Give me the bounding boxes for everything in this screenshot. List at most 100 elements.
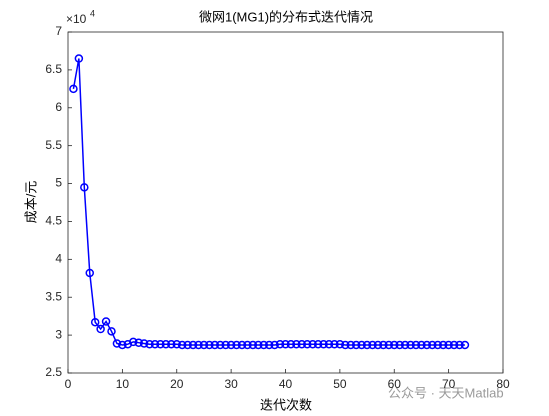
data-point [270, 340, 279, 350]
data-point [275, 339, 285, 349]
data-point [259, 340, 268, 350]
data-point [96, 324, 105, 334]
data-point [368, 340, 377, 350]
data-point [188, 340, 198, 350]
axes-box [67, 31, 504, 374]
data-point [433, 340, 442, 350]
y-tick-label: 7 [55, 24, 62, 38]
y-tick-label: 6 [55, 100, 62, 114]
data-point [330, 339, 339, 349]
data-point [438, 340, 448, 350]
data-point [232, 340, 241, 350]
data-point [335, 339, 345, 349]
data-point [107, 327, 116, 336]
data-point [417, 340, 426, 350]
data-point [254, 340, 263, 350]
data-point [167, 339, 176, 349]
data-point [379, 340, 388, 350]
data-point [362, 340, 372, 350]
data-point [80, 183, 89, 192]
data-point [422, 340, 432, 350]
data-point [390, 340, 399, 350]
data-point [150, 339, 160, 349]
data-point [313, 339, 323, 349]
data-point [183, 340, 192, 350]
data-point [411, 340, 421, 350]
x-tick-label: 50 [333, 377, 347, 391]
x-axis-label: 迭代次数 [260, 397, 312, 412]
y-axis-label: 成本/元 [23, 181, 38, 224]
data-point [85, 268, 94, 278]
data-point [428, 340, 437, 350]
y-multiplier-exponent: 4 [90, 8, 95, 18]
data-point [112, 339, 122, 348]
data-point [351, 340, 361, 350]
data-point [406, 340, 415, 350]
data-point [199, 340, 209, 350]
x-tick-label: 60 [388, 377, 402, 391]
x-tick-label: 40 [279, 377, 293, 391]
chart-title: 微网1(MG1)的分布式迭代情况 [199, 9, 373, 24]
y-tick-label: 5.5 [45, 138, 62, 152]
data-point [129, 337, 138, 347]
data-point [357, 340, 366, 350]
data-point [90, 317, 100, 327]
data-point [177, 340, 187, 350]
data-point [210, 340, 220, 350]
data-point [286, 339, 296, 349]
data-point [308, 339, 317, 349]
data-point [303, 339, 312, 349]
series-line [72, 58, 465, 346]
y-tick-label: 4.5 [45, 214, 62, 228]
data-point [221, 340, 230, 350]
data-point [194, 340, 203, 350]
data-point [156, 339, 165, 349]
x-tick-label: 70 [442, 377, 456, 391]
data-point [74, 54, 84, 63]
data-point [264, 340, 274, 350]
data-point [395, 340, 404, 350]
data-point [292, 339, 301, 349]
x-tick-label: 10 [116, 377, 130, 391]
y-tick-label: 3.5 [45, 289, 62, 303]
y-tick-label: 5 [55, 176, 62, 190]
data-point [460, 340, 470, 350]
data-point [226, 340, 236, 350]
data-point [319, 339, 328, 349]
data-point [444, 340, 453, 350]
y-multiplier: ×10 [66, 12, 87, 26]
x-tick-label: 20 [170, 377, 184, 391]
data-point [69, 84, 78, 94]
data-point [297, 339, 307, 349]
data-point [205, 340, 214, 350]
data-point [281, 339, 290, 349]
data-point [118, 340, 127, 350]
data-point [139, 339, 149, 348]
y-tick-label: 4 [55, 252, 62, 266]
data-point [216, 340, 225, 350]
data-point [237, 340, 247, 350]
data-point [161, 339, 171, 349]
data-point [134, 338, 143, 347]
data-point [455, 340, 464, 350]
data-point [346, 340, 355, 350]
watermark: 公众号 · 天天Matlab [388, 385, 504, 400]
data-point [373, 340, 383, 350]
x-tick-label: 0 [65, 377, 72, 391]
data-point [384, 340, 394, 350]
data-point [172, 339, 181, 349]
x-tick-label: 80 [496, 377, 510, 391]
data-point [324, 339, 334, 349]
x-tick-label: 30 [224, 377, 238, 391]
data-point [341, 340, 350, 350]
y-tick-label: 2.5 [45, 365, 62, 379]
data-point [145, 339, 154, 349]
y-tick-label: 6.5 [45, 62, 62, 76]
data-point [248, 340, 258, 350]
data-point [400, 340, 410, 350]
data-point [449, 340, 459, 350]
data-point [243, 340, 252, 350]
data-point [101, 317, 111, 326]
y-tick-label: 3 [55, 327, 62, 341]
